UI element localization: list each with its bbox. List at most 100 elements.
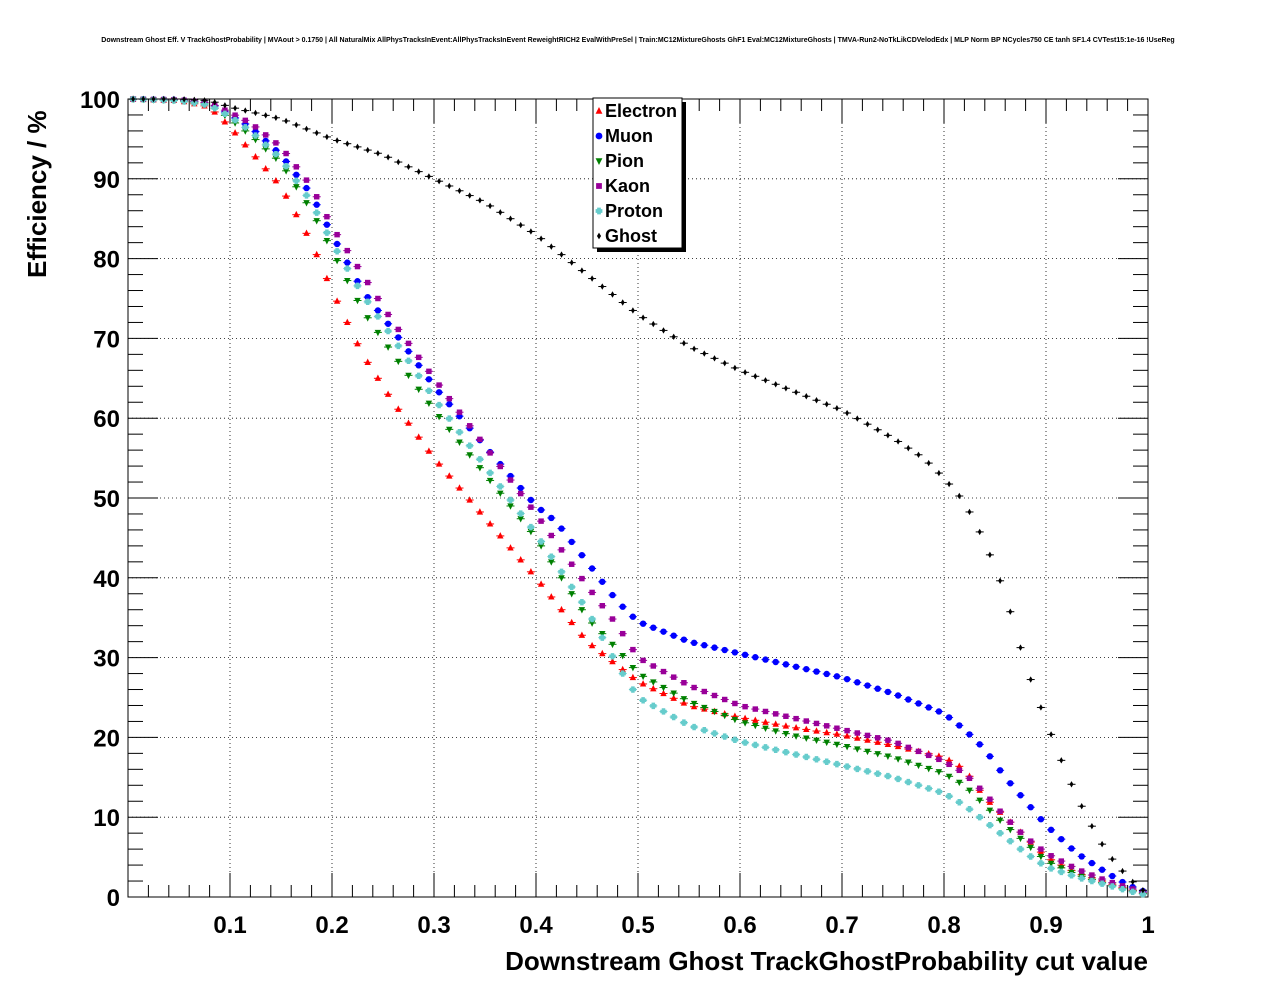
data-point-proton <box>966 806 973 813</box>
data-point-pion <box>915 762 922 770</box>
data-point-electron <box>395 405 402 412</box>
data-point-kaon <box>609 616 616 622</box>
data-point-ghost <box>314 129 319 137</box>
data-point-kaon <box>966 775 973 782</box>
y-tick-label: 10 <box>93 805 120 832</box>
data-point-proton <box>1078 875 1085 882</box>
data-point-kaon <box>528 504 534 510</box>
data-point-pion <box>905 759 912 766</box>
data-point-pion <box>323 238 331 245</box>
data-point-muon <box>945 714 953 721</box>
data-point-ghost <box>783 385 788 392</box>
y-tick-label: 80 <box>93 247 120 274</box>
data-point-pion <box>282 168 290 175</box>
data-point-ghost <box>794 389 799 396</box>
data-point-kaon <box>630 646 636 653</box>
data-point-proton <box>293 177 300 184</box>
data-point-kaon <box>691 684 697 691</box>
data-point-ghost <box>467 192 472 199</box>
data-point-muon <box>833 673 841 680</box>
data-point-pion <box>303 200 310 207</box>
data-point-ghost <box>1018 644 1023 651</box>
legend-label-electron: Electron <box>605 101 677 121</box>
data-point-kaon <box>925 752 932 759</box>
data-point-proton <box>497 483 504 490</box>
data-point-proton <box>231 116 239 124</box>
data-point-proton <box>1088 877 1096 885</box>
data-point-pion <box>497 490 504 498</box>
data-point-electron <box>476 508 484 515</box>
data-point-muon <box>333 240 341 248</box>
data-point-ghost <box>620 299 625 306</box>
data-point-proton <box>986 821 994 829</box>
data-point-muon <box>405 348 412 355</box>
data-point-kaon <box>232 112 238 118</box>
data-point-electron <box>486 520 494 527</box>
data-point-muon <box>803 665 810 673</box>
data-point-muon <box>558 525 565 532</box>
legend-label-pion: Pion <box>605 151 644 171</box>
data-point-pion <box>752 722 759 730</box>
legend-marker-ghost <box>596 232 602 240</box>
data-point-kaon <box>762 708 769 715</box>
data-point-muon <box>1047 826 1055 834</box>
data-point-proton <box>1017 845 1024 853</box>
data-point-electron <box>354 339 361 347</box>
data-point-muon <box>823 670 830 678</box>
data-point-electron <box>558 605 565 613</box>
data-point-proton <box>670 713 677 721</box>
data-point-muon <box>843 675 851 683</box>
data-point-muon <box>976 741 983 748</box>
data-point-proton <box>548 553 555 560</box>
data-point-proton <box>435 401 443 409</box>
data-point-electron <box>252 153 259 160</box>
data-point-kaon <box>538 518 544 524</box>
data-point-pion <box>476 465 484 472</box>
data-point-proton <box>803 753 810 761</box>
data-point-muon <box>731 649 739 656</box>
data-point-pion <box>711 708 718 716</box>
legend-marker-proton <box>595 207 603 215</box>
data-point-muon <box>527 496 535 504</box>
data-point-kaon <box>334 231 340 238</box>
data-point-proton <box>833 760 841 768</box>
data-point-kaon <box>844 727 850 734</box>
data-point-electron <box>823 728 830 736</box>
data-point-ghost <box>406 163 411 171</box>
data-point-kaon <box>517 490 524 497</box>
data-point-ghost <box>396 158 401 166</box>
data-point-proton <box>323 229 331 236</box>
data-point-kaon <box>354 263 361 270</box>
data-point-kaon <box>885 737 891 743</box>
data-point-proton <box>609 653 616 660</box>
data-point-ghost <box>192 96 197 103</box>
data-point-pion <box>425 400 433 408</box>
data-point-muon <box>1027 804 1034 811</box>
data-point-kaon <box>783 713 789 719</box>
data-point-electron <box>497 532 504 539</box>
data-point-pion <box>996 817 1004 824</box>
data-point-proton <box>456 428 463 436</box>
data-point-pion <box>537 543 545 550</box>
data-point-pion <box>956 779 963 787</box>
data-point-ghost <box>630 307 635 314</box>
data-point-ghost <box>375 150 380 157</box>
data-point-pion <box>384 344 392 351</box>
data-point-pion <box>364 315 371 322</box>
data-point-proton <box>823 758 830 765</box>
data-point-pion <box>599 631 606 638</box>
data-point-electron <box>527 568 535 575</box>
data-point-kaon <box>895 740 901 747</box>
data-point-kaon <box>436 382 442 388</box>
data-point-pion <box>864 748 871 756</box>
data-point-proton <box>354 282 361 290</box>
data-point-muon <box>701 642 708 649</box>
data-point-proton <box>395 342 402 350</box>
data-point-electron <box>772 720 779 727</box>
data-point-ghost <box>814 397 819 404</box>
data-point-kaon <box>589 589 595 596</box>
data-point-kaon <box>456 409 463 415</box>
data-point-electron <box>242 141 249 148</box>
data-point-ghost <box>273 114 278 121</box>
data-point-electron <box>854 734 861 741</box>
